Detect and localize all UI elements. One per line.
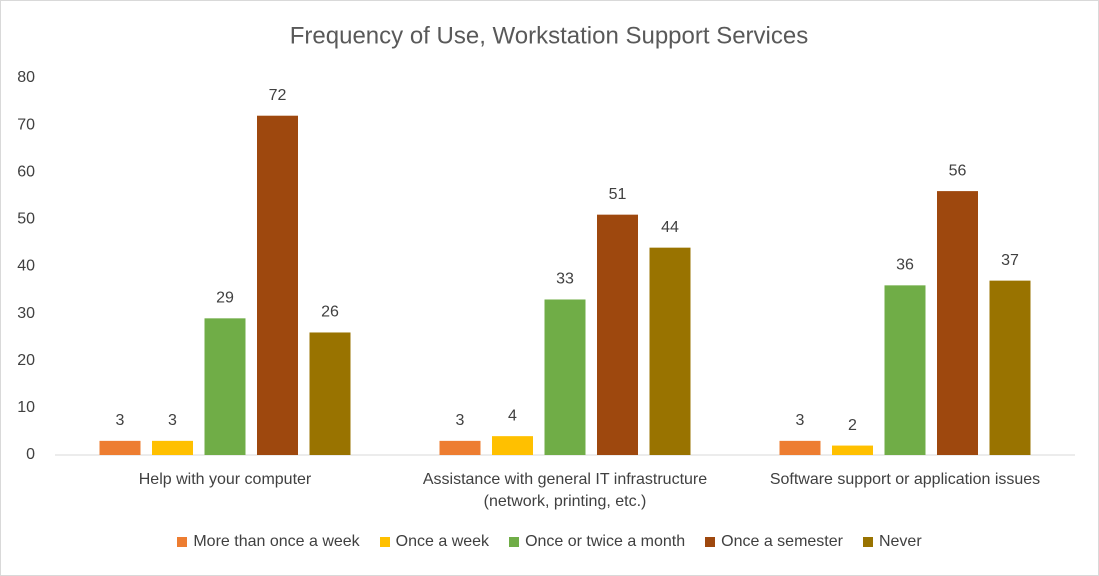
legend-swatch (177, 537, 188, 547)
bar (99, 440, 141, 455)
bar (779, 440, 821, 455)
y-tick-label: 10 (17, 399, 35, 416)
legend-item: Once a week (379, 533, 490, 551)
value-label: 3 (456, 412, 465, 429)
value-label: 56 (949, 162, 967, 179)
chart-title: Frequency of Use, Workstation Support Se… (290, 22, 808, 49)
y-tick-label: 0 (26, 446, 35, 463)
x-tick-label: Assistance with general IT infrastructur… (422, 471, 708, 510)
value-label: 36 (896, 257, 914, 274)
bar (257, 115, 298, 455)
bar (989, 280, 1031, 455)
value-label: 44 (661, 219, 679, 236)
value-label: 3 (116, 412, 125, 429)
bar (152, 440, 193, 455)
bar (832, 445, 873, 455)
bar (649, 247, 691, 455)
bar (884, 285, 926, 455)
value-label: 29 (216, 290, 234, 307)
value-label: 3 (796, 412, 805, 429)
value-label: 4 (508, 407, 517, 424)
legend-label: Never (878, 533, 922, 550)
bar (937, 191, 978, 455)
legend-swatch (509, 537, 520, 547)
x-tick-label: Software support or application issues (769, 471, 1041, 488)
x-tick-label: Help with your computer (138, 471, 312, 488)
legend-item: Once or twice a month (509, 533, 685, 551)
bar (597, 214, 638, 455)
y-tick-label: 20 (17, 352, 35, 369)
bar (309, 332, 351, 455)
legend-swatch (862, 537, 873, 547)
value-label: 2 (848, 417, 857, 434)
y-tick-label: 60 (17, 163, 35, 180)
value-label: 37 (1001, 252, 1019, 269)
legend-label: Once or twice a month (525, 533, 686, 550)
y-tick-label: 70 (17, 116, 35, 133)
value-label: 3 (168, 412, 177, 429)
value-label: 72 (269, 87, 287, 104)
value-label: 51 (609, 186, 627, 203)
y-tick-label: 80 (17, 69, 35, 86)
bar (492, 436, 533, 455)
legend-swatch (379, 537, 390, 547)
legend: More than once a week Once a week Once or … (0, 533, 1099, 551)
legend-label: Once a week (395, 533, 490, 550)
legend-label: More than once a week (193, 533, 360, 550)
bar (544, 299, 586, 455)
y-tick-label: 30 (17, 305, 35, 322)
y-tick-label: 50 (17, 211, 35, 228)
bar (439, 440, 481, 455)
value-label: 26 (321, 304, 339, 321)
bar (204, 318, 246, 455)
legend-item: Once a semester (705, 533, 843, 551)
legend-item: More than once a week (177, 533, 360, 551)
y-tick-label: 40 (17, 258, 35, 275)
legend-label: Once a semester (721, 533, 843, 550)
legend-swatch (705, 537, 716, 547)
legend-item: Never (862, 533, 922, 551)
value-label: 33 (556, 271, 574, 288)
